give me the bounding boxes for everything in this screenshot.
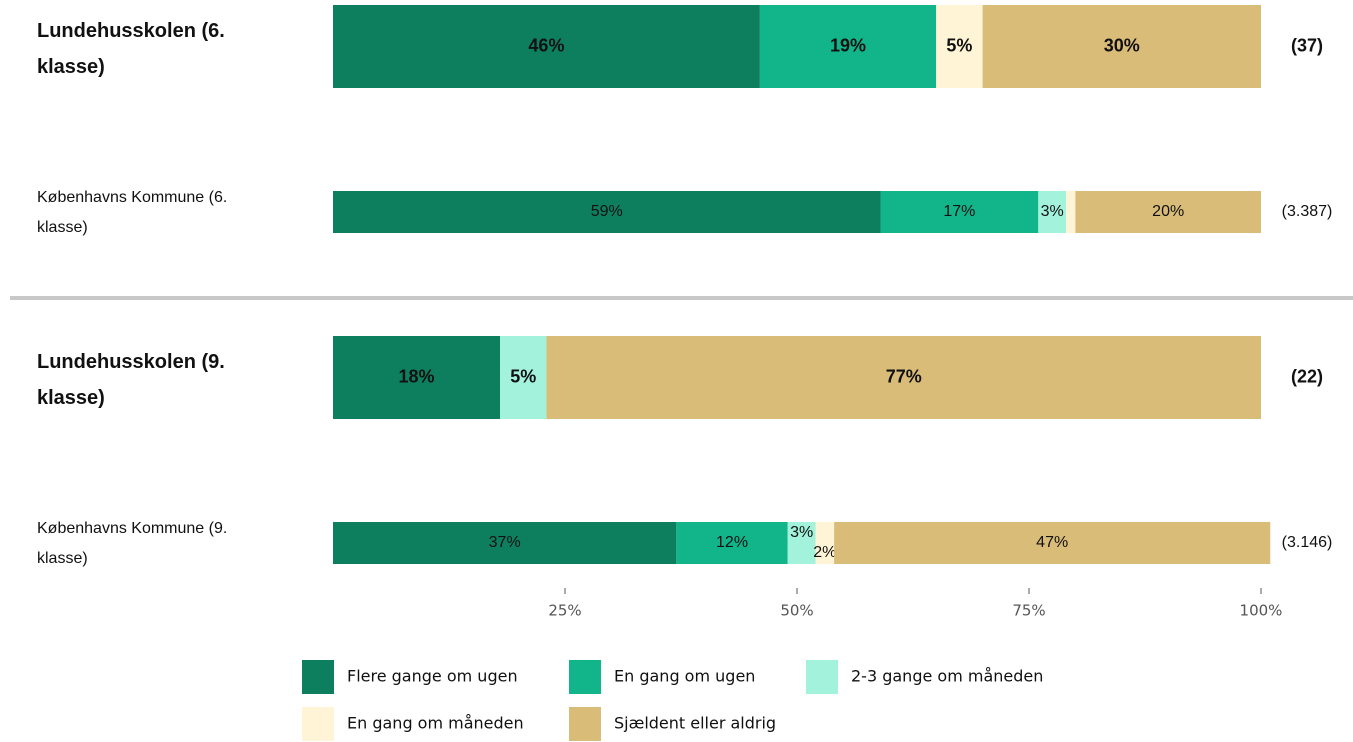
data-label: 5% <box>510 366 536 386</box>
x-tick-label: 100% <box>1240 602 1283 620</box>
bar-segment <box>1066 191 1076 233</box>
data-label: 30% <box>1104 35 1140 55</box>
data-label: 2% <box>813 544 836 561</box>
legend-swatch <box>806 660 838 694</box>
bar-segment <box>880 191 1039 233</box>
bar-segment <box>333 522 677 564</box>
total-label: (3.146) <box>1282 534 1333 551</box>
legend-label: 2-3 gange om måneden <box>851 667 1043 686</box>
total-label: (3.387) <box>1282 203 1333 220</box>
bar-segment <box>676 522 788 564</box>
bar-segment <box>936 5 983 88</box>
total-label: (22) <box>1291 366 1323 386</box>
bar-segment <box>333 191 881 233</box>
legend-label: En gang om ugen <box>614 667 755 686</box>
category-label: Lundehusskolen (9. klasse) <box>37 351 225 409</box>
bar-segment <box>1038 191 1067 233</box>
legend-swatch <box>569 660 601 694</box>
bar-segment <box>982 5 1261 88</box>
data-label: 20% <box>1152 203 1184 220</box>
legend-label: Sjældent eller aldrig <box>614 714 776 733</box>
bar-segment <box>1075 191 1261 233</box>
x-tick-label: 75% <box>1012 602 1045 620</box>
bar-segment <box>546 336 1261 419</box>
bar-segment <box>333 5 760 88</box>
data-label: 17% <box>943 203 975 220</box>
bar-segment <box>333 336 501 419</box>
data-label: 59% <box>591 203 623 220</box>
legend-swatch <box>569 707 601 741</box>
data-label: 77% <box>886 366 922 386</box>
category-label: Københavns Kommune (9. klasse) <box>37 520 228 567</box>
bar-segment <box>834 522 1271 564</box>
data-label: 12% <box>716 534 748 551</box>
x-tick-label: 25% <box>548 602 581 620</box>
data-label: 19% <box>830 35 866 55</box>
data-label: 5% <box>946 35 972 55</box>
bar-segment <box>500 336 547 419</box>
data-label: 3% <box>1041 203 1064 220</box>
total-label: (37) <box>1291 35 1323 55</box>
data-label: 3% <box>790 524 813 541</box>
data-label: 46% <box>528 35 564 55</box>
category-label: Københavns Kommune (6. klasse) <box>37 189 228 236</box>
data-label: 37% <box>489 534 521 551</box>
legend-label: En gang om måneden <box>347 714 524 733</box>
bar-segment <box>759 5 937 88</box>
legend-swatch <box>302 660 334 694</box>
bar-segment <box>815 522 835 564</box>
data-label: 47% <box>1036 534 1068 551</box>
legend-swatch <box>302 707 334 741</box>
legend-label: Flere gange om ugen <box>347 667 518 686</box>
category-label: Lundehusskolen (6. klasse) <box>37 20 225 78</box>
x-tick-label: 50% <box>780 602 813 620</box>
bar-segment <box>787 522 816 564</box>
data-label: 18% <box>399 366 435 386</box>
